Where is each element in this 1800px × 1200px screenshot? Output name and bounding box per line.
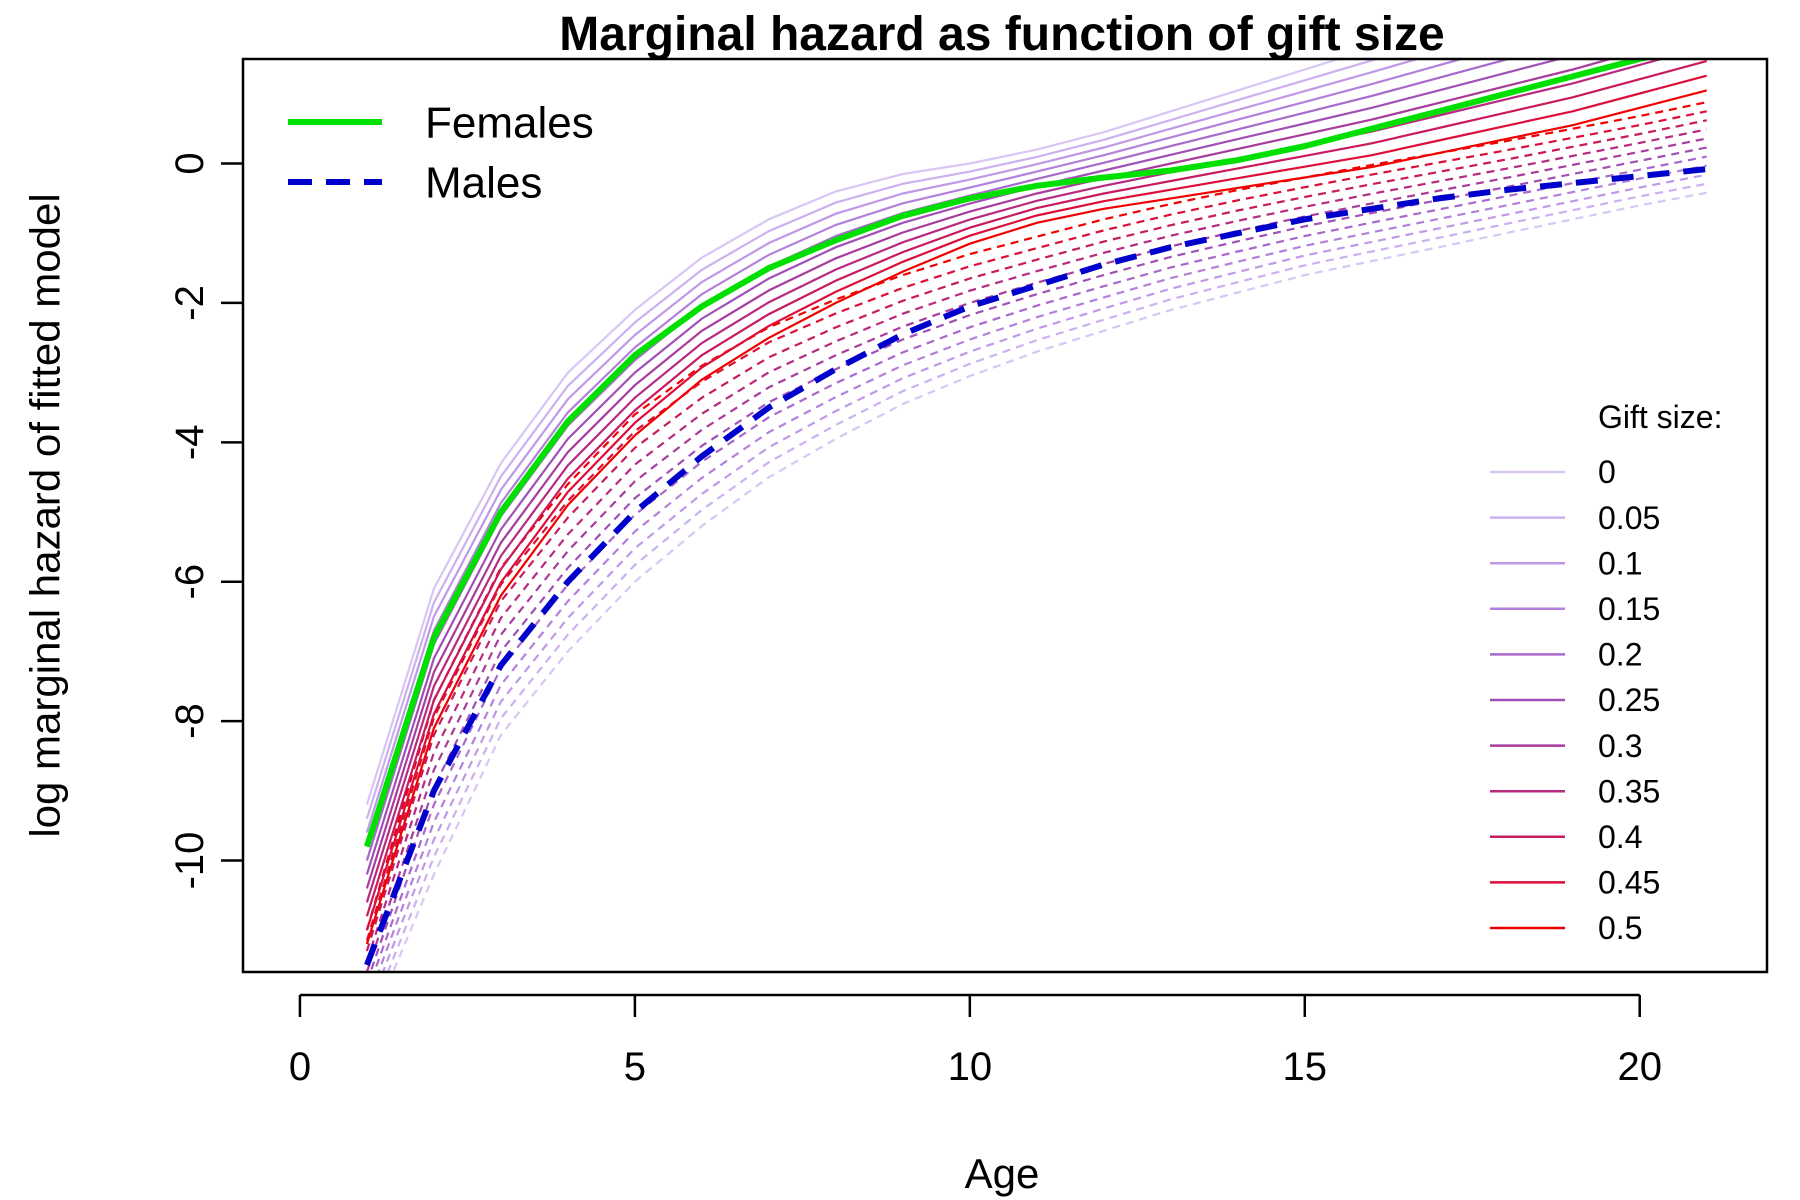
y-tick-label: 0 [168, 152, 212, 174]
gift-legend-label: 0.15 [1598, 591, 1660, 627]
x-tick-label: 10 [948, 1045, 993, 1089]
y-tick-label: -8 [168, 703, 212, 739]
y-tick-label: -2 [168, 285, 212, 321]
x-tick-label: 20 [1617, 1045, 1662, 1089]
series-legend: Females Males [288, 98, 594, 207]
gift-legend-label: 0.3 [1598, 728, 1642, 764]
y-axis: -10 -8 -6 -4 -2 0 [168, 152, 243, 889]
male-gift-curve-0.4 [365, 119, 1707, 952]
males-series-line [364, 166, 1708, 967]
female-gift-curve-0.4 [365, 60, 1707, 917]
male-gift-curve-0.45 [365, 110, 1707, 941]
male-gift-curve-0.5 [365, 101, 1707, 931]
gift-legend-label: 0.25 [1598, 682, 1660, 718]
gift-legend-label: 0.45 [1598, 865, 1660, 901]
female-gift-curve-0 [365, 59, 1342, 806]
y-tick-label: -6 [168, 564, 212, 600]
male-gift-curve-0.1 [381, 173, 1707, 972]
female-gift-curve-0.45 [365, 74, 1707, 931]
male-gift-curve-0.15 [377, 164, 1707, 972]
gift-legend-title: Gift size: [1598, 399, 1722, 435]
x-tick-label: 0 [289, 1045, 311, 1089]
males-legend-label: Males [425, 158, 542, 207]
female-gift-curve-0.3 [365, 59, 1614, 889]
females-legend-label: Females [425, 98, 594, 147]
male-gift-curve-0 [391, 191, 1707, 972]
male-gift-curve-0.2 [373, 155, 1707, 972]
gift-legend-label: 0.5 [1598, 910, 1642, 946]
female-gift-curve-0.5 [365, 89, 1707, 945]
gift-size-legend: Gift size: 0 0.05 0.1 0.15 0.2 0.25 0.3 0.35 0.4… [1490, 399, 1722, 946]
females-series-line [364, 59, 1655, 848]
gift-legend-label: 0.35 [1598, 773, 1660, 809]
x-axis: 0 5 10 15 20 [289, 993, 1662, 1089]
female-gift-curve-0.2 [365, 59, 1513, 861]
gift-legend-label: 0.2 [1598, 637, 1642, 673]
y-tick-label: -4 [168, 425, 212, 461]
x-tick-label: 15 [1283, 1045, 1328, 1089]
chart-title: Marginal hazard as function of gift size [559, 8, 1444, 61]
y-tick-label: -10 [168, 832, 212, 890]
female-gift-curve-0.15 [365, 59, 1466, 847]
female-gift-curve-0.35 [365, 59, 1666, 903]
female-gift-curve-0.1 [365, 59, 1422, 833]
male-gift-curve-0.25 [369, 146, 1707, 972]
gift-legend-label: 0.4 [1598, 819, 1642, 855]
male-gift-curve-0.3 [365, 137, 1707, 972]
female-gift-curve-0.05 [365, 59, 1381, 820]
plot-lines [364, 59, 1708, 972]
male-gift-curve-0.05 [386, 182, 1707, 972]
x-tick-label: 5 [624, 1045, 646, 1089]
gift-legend-label: 0 [1598, 454, 1616, 490]
y-axis-label: log marginal hazard of fitted model [22, 193, 69, 837]
plot-frame [241, 57, 1769, 974]
gift-legend-label: 0.1 [1598, 545, 1642, 581]
gift-legend-label: 0.05 [1598, 500, 1660, 536]
male-gift-curve-0.35 [365, 128, 1707, 962]
x-axis-label: Age [965, 1150, 1040, 1197]
